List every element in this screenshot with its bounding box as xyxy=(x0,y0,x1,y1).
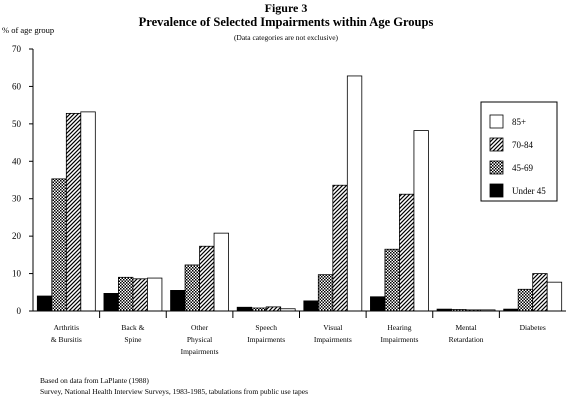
bar-70-84-5 xyxy=(399,193,415,312)
legend-label: 70-84 xyxy=(512,140,533,150)
y-tick-label: 10 xyxy=(12,269,22,279)
bar-70-84-3 xyxy=(265,306,282,312)
category-label: Visual Impairments xyxy=(314,323,352,344)
bar-under-45-1 xyxy=(103,293,119,312)
category-label: Speech Impairments xyxy=(247,323,285,344)
bar-under-45-0 xyxy=(36,295,53,312)
bar-45-69-7 xyxy=(517,288,534,312)
bar-70-84-4 xyxy=(332,184,348,312)
y-axis-label: % of age group xyxy=(2,25,54,35)
bar-70-84-7 xyxy=(532,273,548,312)
legend-swatch xyxy=(489,137,504,152)
chart-subtitle: (Data categories are not exclusive) xyxy=(234,33,339,42)
legend-label: 85+ xyxy=(512,117,526,127)
bar-45-69-4 xyxy=(317,274,334,312)
bar-85--0 xyxy=(80,111,96,312)
y-tick-label: 50 xyxy=(12,119,22,129)
bar-70-84-2 xyxy=(199,245,215,312)
category-label: Hearing Impairments xyxy=(380,323,418,344)
legend-swatch xyxy=(489,160,504,175)
bar-70-84-0 xyxy=(65,112,82,312)
bar-under-45-3 xyxy=(236,306,253,312)
bar-85--7 xyxy=(546,281,563,312)
legend-swatch xyxy=(489,114,504,129)
y-tick-label: 60 xyxy=(12,81,22,91)
category-label: Diabetes xyxy=(520,323,546,332)
figure-label: Figure 3 xyxy=(265,1,308,15)
bar-85--4 xyxy=(346,75,363,312)
footnote-survey: Survey, National Health Interview Survey… xyxy=(40,387,308,396)
bar-45-69-1 xyxy=(118,276,134,312)
y-tick-label: 0 xyxy=(17,306,22,316)
bar-under-45-5 xyxy=(370,296,386,312)
y-tick-label: 20 xyxy=(12,231,22,241)
chart-title: Prevalence of Selected Impairments withi… xyxy=(139,15,434,29)
category-label: Mental Retardation xyxy=(449,323,484,344)
category-label: Other Physical Impairments xyxy=(181,323,219,356)
y-tick-label: 30 xyxy=(12,194,22,204)
bar-85--1 xyxy=(147,277,163,312)
y-tick-label: 70 xyxy=(12,44,22,54)
bar-45-69-2 xyxy=(184,264,200,312)
bar-series xyxy=(36,75,563,312)
footnote-source: Based on data from LaPlante (1988) xyxy=(40,376,149,385)
legend-label: Under 45 xyxy=(512,186,546,196)
y-axis-ticks: 0 10 20 30 40 50 60 70 xyxy=(12,44,34,316)
legend-label: 45-69 xyxy=(512,163,533,173)
legend-swatch xyxy=(489,183,504,198)
bar-45-69-5 xyxy=(384,248,400,312)
bar-under-45-2 xyxy=(170,290,186,312)
bar-45-69-0 xyxy=(51,178,67,312)
legend: 85+ 70-84 45-69 Under 45 xyxy=(480,101,558,202)
bar-85--2 xyxy=(213,232,229,312)
category-labels: Arthritis & Bursitis Back & Spine Other Physi… xyxy=(51,311,546,356)
y-tick-label: 40 xyxy=(12,156,22,166)
bar-70-84-1 xyxy=(132,278,148,312)
bar-under-45-4 xyxy=(303,300,319,312)
category-label: Arthritis & Bursitis xyxy=(51,323,82,344)
bar-85--5 xyxy=(413,130,429,312)
category-label: Back & Spine xyxy=(121,323,144,344)
